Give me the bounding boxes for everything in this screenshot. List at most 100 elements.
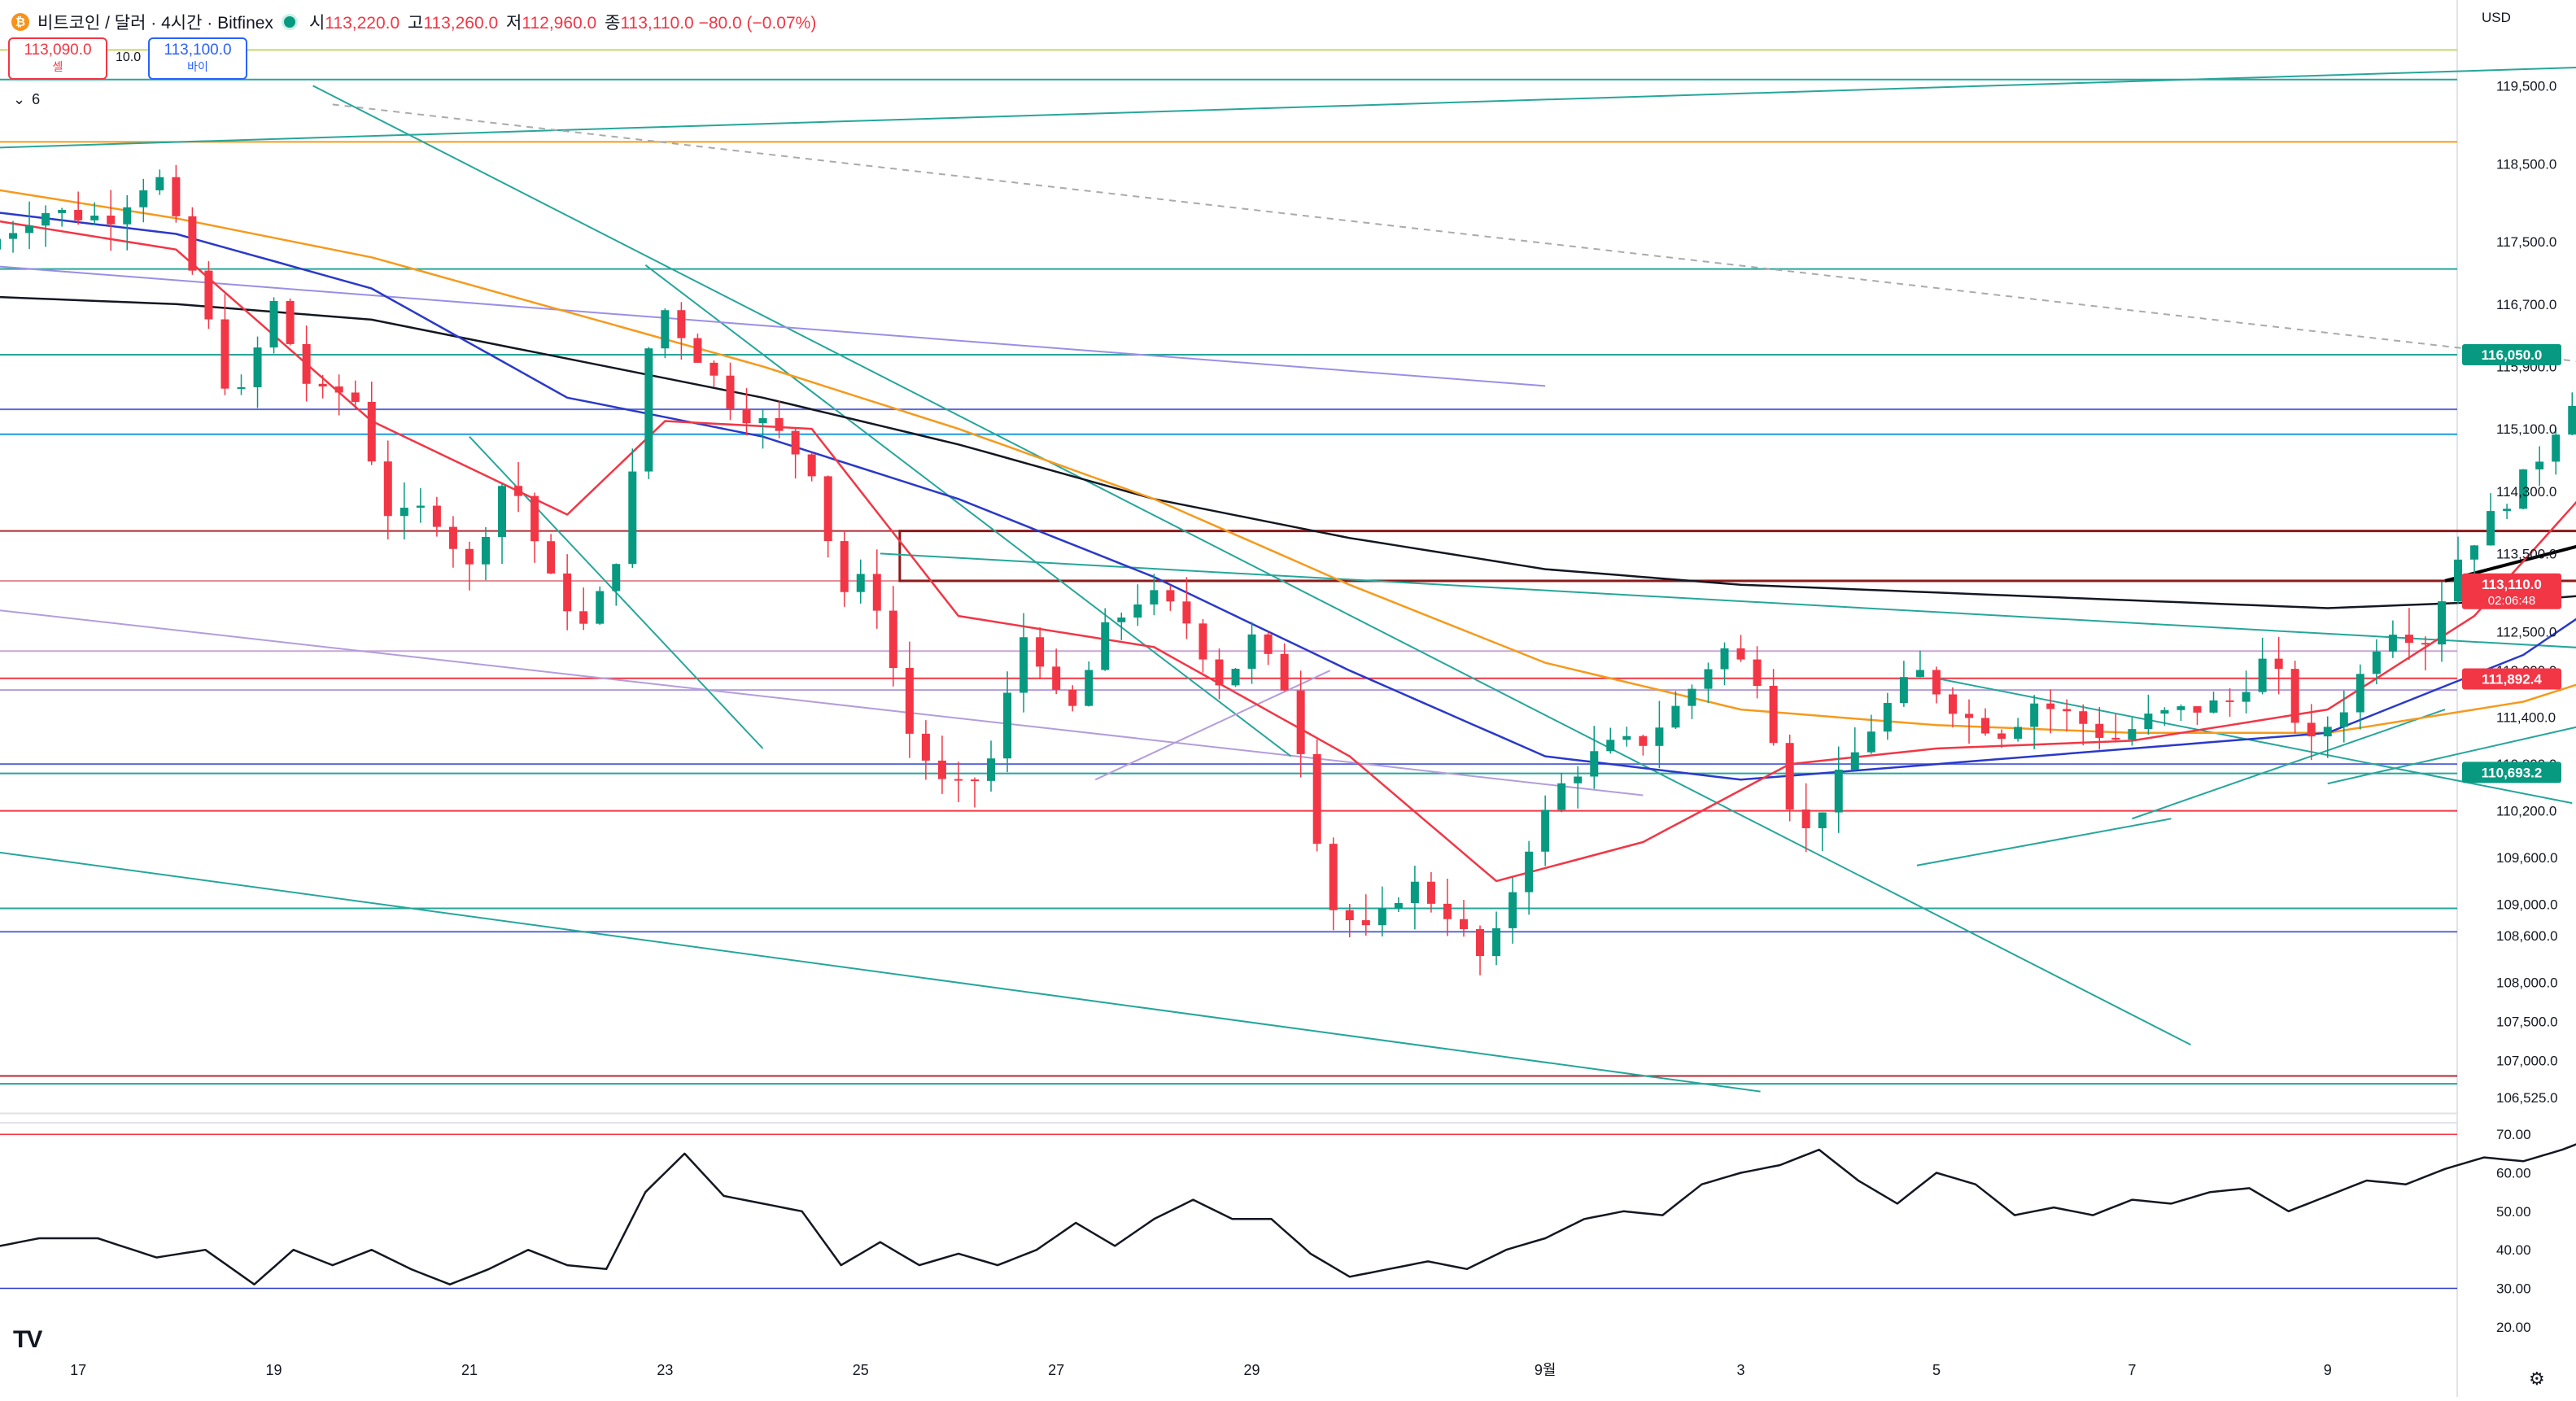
candle-body — [2258, 658, 2267, 692]
change-value: −80.0 (−0.07%) — [698, 14, 817, 33]
candle-body — [416, 505, 425, 508]
candle-body — [1736, 648, 1745, 660]
candle-body — [889, 610, 897, 669]
candle-body — [579, 611, 588, 624]
candle-body — [726, 375, 735, 409]
price-tick-label: 113,500.0 — [2496, 546, 2556, 561]
candle-body — [1655, 727, 1664, 746]
candle-body — [1426, 881, 1435, 904]
candle-body — [1704, 669, 1713, 689]
candle-body — [2372, 651, 2381, 674]
candle-body — [644, 348, 653, 472]
price-tick-label: 107,500.0 — [2496, 1014, 2558, 1029]
candle-body — [90, 216, 99, 220]
candle-body — [0, 238, 1, 250]
candle-body — [530, 495, 539, 542]
candle-body — [1378, 908, 1386, 926]
candle-body — [2307, 722, 2316, 737]
sell-button[interactable]: 113,090.0 셀 — [8, 37, 107, 80]
price-tick-label: 110,200.0 — [2496, 804, 2556, 819]
candle-body — [2535, 461, 2544, 469]
candle-body — [1915, 670, 1924, 678]
candle-body — [2063, 709, 2072, 712]
candle-body — [921, 733, 930, 761]
candle-body — [1394, 903, 1403, 909]
candle-body — [563, 573, 572, 612]
close-label: 종 — [605, 14, 621, 33]
candle-body — [1981, 718, 1990, 734]
price-badge — [2462, 762, 2561, 783]
low-label: 저 — [506, 14, 522, 33]
candle-body — [2193, 706, 2202, 713]
candle-body — [1801, 809, 1810, 828]
time-tick-label: 19 — [266, 1362, 282, 1378]
candle-body — [1280, 653, 1289, 691]
candle-body — [987, 758, 996, 781]
candle-body — [2209, 700, 2218, 713]
candle-body — [1312, 753, 1321, 845]
price-badge — [2462, 668, 2561, 690]
indicator-toggle[interactable]: ⌄ 6 — [13, 91, 40, 108]
time-tick-label: 3 — [1737, 1362, 1745, 1378]
gear-icon[interactable]: ⚙ — [2529, 1368, 2545, 1389]
currency-label[interactable]: USD — [2482, 10, 2511, 25]
candle-body — [661, 310, 670, 349]
candle-body — [253, 347, 262, 387]
candle-body — [383, 461, 392, 517]
candle-body — [1899, 677, 1908, 704]
trendline — [880, 552, 2576, 648]
rsi-tick-label: 60.00 — [2496, 1166, 2531, 1181]
candle-body — [2160, 709, 2169, 714]
candle-body — [628, 471, 637, 565]
candle-body — [318, 383, 327, 387]
trendline — [1936, 677, 2573, 805]
high-label: 고 — [407, 14, 424, 33]
candle-body — [334, 386, 343, 393]
candle-body — [1687, 688, 1696, 706]
candle-body — [1345, 910, 1354, 921]
candle-body — [2242, 692, 2251, 702]
time-tick-label: 29 — [1244, 1362, 1260, 1378]
candle-body — [1850, 752, 1859, 770]
price-tick-label: 108,000.0 — [2496, 975, 2558, 991]
rsi-tick-label: 70.00 — [2496, 1127, 2531, 1142]
candle-body — [2014, 727, 2023, 740]
candle-body — [1834, 770, 1843, 813]
candle-body — [693, 338, 702, 363]
trendline — [1094, 670, 1331, 781]
buy-label: 바이 — [187, 60, 208, 73]
candle-body — [514, 486, 523, 496]
candle-body — [840, 541, 849, 592]
candle-body — [1019, 637, 1028, 693]
bitcoin-icon: ₿ — [11, 13, 29, 31]
open-label: 시 — [308, 14, 325, 33]
candle-body — [791, 430, 800, 455]
countdown-label: 02:06:48 — [2488, 594, 2535, 608]
candle-body — [1671, 705, 1680, 728]
candle-body — [1361, 920, 1370, 926]
candle-body — [1574, 776, 1583, 783]
price-tick-label: 117,500.0 — [2496, 234, 2556, 250]
symbol-title[interactable]: 비트코인 / 달러 · 4시간 · Bitfinex — [37, 14, 273, 33]
candle-body — [286, 300, 295, 344]
candle-body — [1932, 670, 1941, 695]
open-value: 113,220.0 — [325, 14, 400, 33]
candle-body — [856, 574, 865, 592]
candle-body — [9, 233, 18, 239]
tradingview-logo[interactable]: TV — [13, 1326, 42, 1353]
candle-body — [1036, 637, 1045, 667]
candle-body — [1965, 714, 1974, 718]
buy-button[interactable]: 113,100.0 바이 — [148, 37, 247, 80]
candle-body — [448, 526, 457, 549]
candle-body — [954, 779, 963, 781]
candle-body — [498, 486, 507, 537]
price-tick-label: 118,500.0 — [2496, 156, 2556, 172]
candle-body — [188, 216, 197, 271]
price-tick-label: 114,300.0 — [2496, 484, 2556, 500]
candle-body — [1476, 928, 1485, 957]
candle-body — [2079, 711, 2088, 724]
rsi-line — [0, 1143, 2576, 1285]
candle-body — [220, 319, 229, 389]
